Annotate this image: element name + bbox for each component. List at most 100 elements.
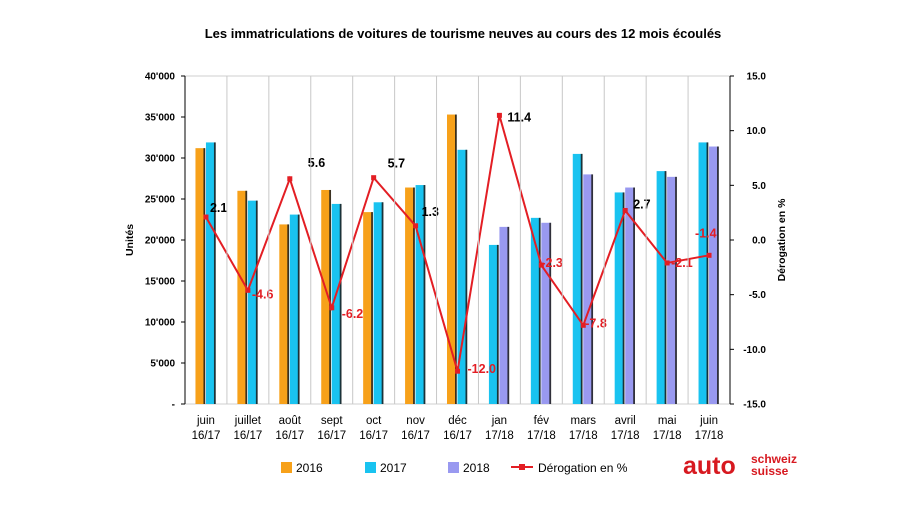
bar-shadow-2017 (664, 171, 667, 404)
derogation-marker (706, 252, 712, 258)
x-tick-label-period: 16/17 (443, 430, 472, 442)
bar-2017 (457, 149, 467, 404)
y-tick-label: 10'000 (145, 318, 176, 329)
bar-2017 (698, 142, 709, 405)
bar-2018 (625, 187, 635, 404)
x-tick-label: déc (448, 415, 467, 427)
bar-shadow-2017 (580, 153, 583, 404)
y2-tick-label: 15.0 (747, 72, 767, 83)
bar-2017 (656, 171, 667, 404)
derogation-data-label: -2.3 (541, 256, 563, 270)
bar-2018 (541, 222, 551, 404)
bar-2017 (415, 185, 426, 404)
bar-shadow-2016 (413, 187, 415, 404)
bar-shadow-2016 (455, 114, 457, 404)
legend-label-2018: 2018 (463, 461, 490, 475)
axes: - 5'000 10'000 15'000 20'000 25'000 30'000 35'0… (145, 72, 767, 443)
y2-tick-label: 10.0 (747, 126, 767, 137)
bar-shadow-2016 (245, 190, 248, 404)
logo-suisse-text: suisse (751, 464, 789, 478)
y-tick-label: 20'000 (145, 236, 176, 247)
derogation-data-label: -12.0 (468, 362, 497, 376)
derogation-data-label: 5.7 (388, 157, 405, 171)
bar-shadow-2018 (507, 226, 510, 404)
bar-2016 (447, 114, 457, 404)
bar-2017 (289, 214, 300, 404)
derogation-data-label: 2.7 (633, 197, 650, 211)
y2-tick-label: -15.0 (743, 400, 766, 411)
derogation-marker (245, 287, 251, 293)
bar-shadow-2017 (622, 192, 625, 404)
bar-2017 (572, 153, 583, 404)
y-tick-label: - (172, 400, 175, 411)
derogation-marker (413, 223, 419, 229)
logo-auto-text: auto (683, 452, 736, 480)
bar-2018 (583, 174, 593, 404)
y-tick-label: 30'000 (145, 154, 176, 165)
x-tick-label-period: 17/18 (611, 430, 640, 442)
bars (195, 114, 719, 405)
x-tick-label-period: 17/18 (569, 430, 598, 442)
derogation-data-label: -2.1 (671, 256, 693, 270)
legend-swatch-2018 (448, 462, 459, 473)
x-tick-label: juin (196, 415, 215, 427)
bar-shadow-2017 (538, 217, 541, 404)
y-tick-label: 15'000 (145, 277, 176, 288)
bar-2017 (205, 142, 216, 405)
bar-2018 (709, 146, 719, 404)
y2-axis-title: Dérogation en % (776, 198, 788, 282)
bar-shadow-2018 (591, 174, 594, 404)
y-tick-label: 35'000 (145, 113, 176, 124)
derogation-data-label: 11.4 (507, 110, 531, 124)
bar-2017 (614, 192, 625, 404)
y-tick-label: 5'000 (150, 359, 175, 370)
legend-swatch-2016 (281, 462, 292, 473)
bar-2018 (499, 226, 509, 404)
x-tick-label: oct (366, 415, 382, 427)
x-tick-label: jan (491, 415, 507, 427)
derogation-data-label: -1.4 (695, 226, 717, 240)
derogation-marker (203, 214, 209, 220)
chart-title: Les immatriculations de voitures de tour… (205, 26, 722, 41)
legend-marker-derogation (519, 464, 525, 470)
x-tick-label-period: 17/18 (653, 430, 682, 442)
bar-2016 (405, 187, 415, 404)
bar-2018 (667, 176, 677, 404)
derogation-data-label: -4.6 (252, 287, 274, 301)
bar-shadow-2016 (329, 189, 332, 404)
derogation-data-label: -7.8 (585, 316, 607, 330)
derogation-marker (287, 176, 293, 182)
x-tick-label: avril (615, 415, 636, 427)
y2-tick-label: 5.0 (752, 181, 766, 192)
derogation-marker (329, 305, 335, 311)
legend: 2016 2017 2018 Dérogation en % (281, 461, 628, 475)
bar-shadow-2017 (339, 203, 342, 404)
bar-2017 (488, 244, 499, 404)
x-tick-label: mars (570, 415, 596, 427)
x-tick-label-period: 17/18 (695, 430, 724, 442)
derogation-data-label: 2.1 (210, 201, 227, 215)
bar-shadow-2018 (549, 222, 552, 404)
x-tick-label: sept (321, 415, 344, 427)
bar-2017 (373, 202, 384, 404)
bar-shadow-2018 (633, 187, 635, 404)
derogation-marker (664, 260, 670, 266)
y-tick-label: 25'000 (145, 195, 176, 206)
legend-label-derogation: Dérogation en % (538, 461, 628, 475)
legend-swatch-2017 (365, 462, 376, 473)
x-tick-label: juillet (234, 415, 262, 427)
x-tick-label: mai (658, 415, 677, 427)
x-tick-label: août (279, 415, 302, 427)
derogation-marker (580, 322, 586, 328)
derogation-marker (371, 175, 377, 181)
bar-shadow-2017 (255, 200, 258, 404)
bar-shadow-2018 (717, 146, 719, 404)
bar-2016 (321, 189, 331, 404)
derogation-data-label: 1.3 (422, 205, 439, 219)
x-tick-label-period: 16/17 (359, 430, 388, 442)
bar-shadow-2017 (423, 185, 426, 404)
bar-shadow-2017 (381, 202, 384, 404)
x-tick-label: fév (534, 415, 550, 427)
bar-2016 (237, 190, 247, 404)
